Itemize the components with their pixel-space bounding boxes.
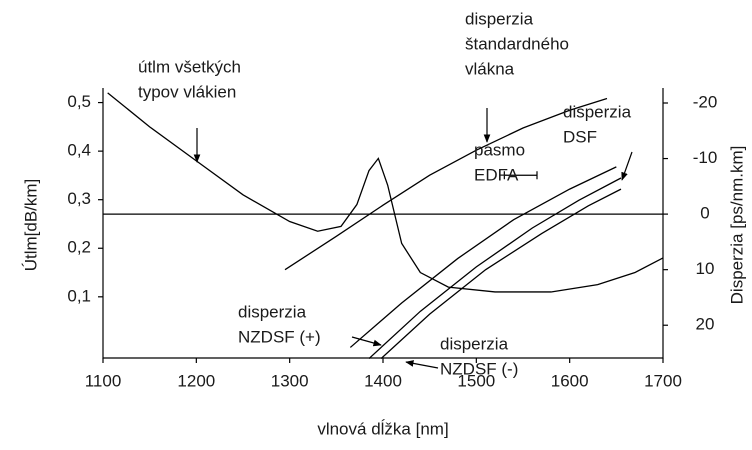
annotation: typov vlákien — [138, 82, 236, 101]
series-line — [368, 177, 622, 360]
y-tick-label: 0,4 — [67, 141, 91, 160]
x-axis-title: vlnová dĺžka [nm] — [317, 419, 448, 438]
annotation: pásmo — [474, 140, 525, 159]
annotation: DSF — [563, 127, 597, 146]
y-tick-label: 0,5 — [67, 92, 91, 111]
annotation: disperzia — [563, 102, 632, 121]
x-tick-label: 1300 — [271, 371, 309, 390]
annotation: vlákna — [465, 59, 515, 78]
x-tick-label: 1100 — [85, 371, 122, 390]
y-tick-label: 0,1 — [67, 286, 91, 305]
annotation: disperzia — [465, 9, 534, 28]
y2-axis-title: Disperzia [ps/nm.km] — [727, 146, 746, 305]
x-tick-label: 1200 — [177, 371, 215, 390]
series-line — [284, 97, 608, 271]
x-tick-label: 1600 — [551, 371, 589, 390]
annotation: EDFA — [474, 165, 519, 184]
annotation: NZDSF (-) — [440, 359, 518, 378]
arrow — [351, 336, 382, 347]
annotation: disperzia — [238, 302, 307, 321]
annotation: disperzia — [440, 334, 509, 353]
annotation: útlm všetkých — [138, 57, 241, 76]
annotation: štandardného — [465, 34, 569, 53]
y2-tick-label: 20 — [696, 315, 715, 334]
y-tick-label: 0,2 — [67, 238, 91, 257]
arrow — [621, 151, 633, 181]
edfa-band — [503, 171, 538, 180]
y2-tick-label: -10 — [693, 148, 718, 167]
annotation: NZDSF (+) — [238, 327, 321, 346]
x-tick-label: 1700 — [644, 371, 682, 390]
arrow — [405, 360, 439, 369]
x-tick-label: 1400 — [364, 371, 402, 390]
y2-tick-label: 0 — [700, 204, 709, 223]
x-tick-label: 1500 — [457, 371, 495, 390]
y-axis-title: Útlm[dB/km] — [21, 179, 40, 272]
y-tick-label: 0,3 — [67, 189, 91, 208]
arrows — [193, 108, 633, 369]
series-line — [349, 166, 617, 348]
series-line — [380, 188, 622, 360]
y2-tick-label: -20 — [693, 92, 718, 111]
y2-tick-label: 10 — [696, 259, 715, 278]
series-line — [107, 92, 664, 293]
